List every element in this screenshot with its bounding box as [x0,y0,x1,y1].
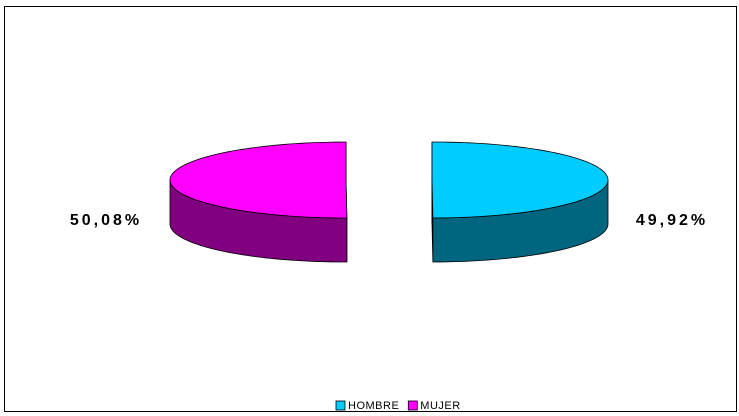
legend-swatch [335,400,346,411]
legend-label: MUJER [420,400,460,412]
value-label: 50,08% [70,212,142,229]
chart-frame [4,6,737,412]
slice-top [431,141,609,219]
slice-top [169,141,348,219]
legend-swatch [407,400,418,411]
value-label: 49,92% [636,212,708,229]
legend-label: HOMBRE [348,400,399,412]
